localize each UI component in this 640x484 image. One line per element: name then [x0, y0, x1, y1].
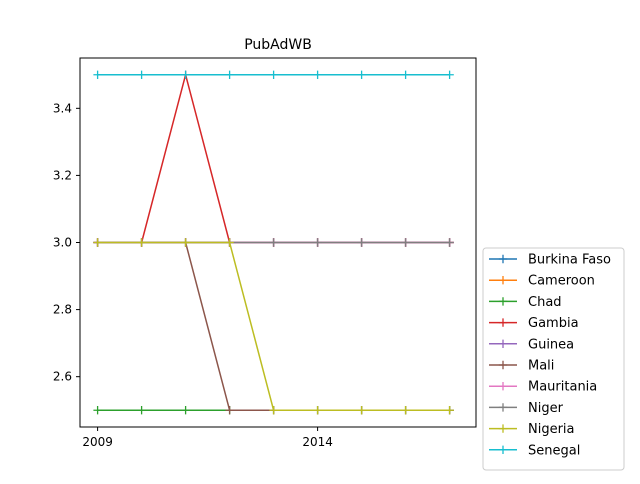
legend-label: Gambia	[528, 316, 579, 331]
x-axis: 2009 2014	[82, 427, 333, 449]
legend: Burkina Faso Cameroon Chad Gambia Guinea Mali…	[482, 247, 625, 471]
legend-marker	[498, 254, 508, 264]
legend-item: Mali	[489, 359, 554, 374]
data-point	[445, 406, 454, 415]
data-point	[269, 238, 278, 247]
legend-label: Guinea	[528, 337, 574, 352]
legend-item: Gambia	[489, 316, 579, 331]
legend-marker	[498, 424, 508, 433]
legend-item: Burkina Faso	[489, 253, 611, 268]
series-9	[93, 70, 454, 79]
data-point	[181, 70, 190, 79]
data-point	[357, 70, 366, 79]
chart-title: PubAdWB	[244, 37, 312, 53]
data-point	[269, 406, 278, 415]
data-point	[401, 406, 410, 415]
legend-label: Mali	[528, 359, 554, 374]
legend-item: Niger	[489, 401, 564, 416]
y-tick-label: 2.8	[53, 303, 72, 317]
legend-marker	[498, 445, 508, 454]
legend-item: Nigeria	[489, 422, 575, 437]
legend-label: Cameroon	[528, 274, 595, 289]
data-point	[93, 70, 102, 79]
data-point	[357, 406, 366, 415]
series-layer	[93, 70, 454, 415]
data-point	[445, 238, 454, 247]
legend-marker	[498, 339, 508, 348]
data-point	[137, 238, 146, 247]
y-tick-label: 3.0	[53, 236, 72, 250]
legend-frame	[482, 247, 625, 471]
data-point	[313, 70, 322, 79]
legend-item: Chad	[489, 295, 562, 310]
legend-marker	[498, 318, 508, 327]
legend-marker	[498, 360, 508, 370]
data-point	[225, 238, 234, 247]
legend-item: Mauritania	[489, 380, 597, 395]
data-point	[137, 70, 146, 79]
legend-marker	[498, 297, 508, 306]
data-point	[269, 70, 278, 79]
x-tick-label: 2009	[82, 435, 113, 449]
data-point	[401, 70, 410, 79]
data-point	[401, 238, 410, 247]
legend-item: Guinea	[489, 337, 574, 352]
legend-label: Burkina Faso	[528, 253, 611, 268]
legend-marker	[498, 403, 508, 412]
legend-label: Niger	[528, 401, 564, 416]
data-point	[181, 238, 190, 247]
data-point	[225, 70, 234, 79]
legend-marker	[498, 276, 508, 285]
data-point	[137, 406, 146, 415]
legend-marker	[498, 382, 508, 391]
legend-item: Cameroon	[489, 274, 595, 289]
legend-item: Senegal	[489, 443, 580, 458]
y-tick-label: 3.4	[53, 101, 72, 115]
y-axis: 2.6 2.8 3.0 3.2 3.4	[53, 101, 80, 384]
legend-label: Mauritania	[528, 380, 597, 395]
y-tick-label: 2.6	[53, 370, 72, 384]
data-point	[445, 70, 454, 79]
data-point	[93, 406, 102, 415]
data-point	[93, 238, 102, 247]
y-tick-label: 3.2	[53, 168, 72, 182]
data-point	[225, 406, 234, 415]
data-point	[313, 406, 322, 415]
legend-label: Senegal	[528, 443, 580, 458]
series-8	[93, 238, 454, 415]
legend-label: Nigeria	[528, 422, 575, 437]
legend-label: Chad	[528, 295, 562, 310]
data-point	[181, 406, 190, 415]
x-tick-label: 2014	[302, 435, 333, 449]
data-point	[313, 238, 322, 247]
data-point	[357, 238, 366, 247]
